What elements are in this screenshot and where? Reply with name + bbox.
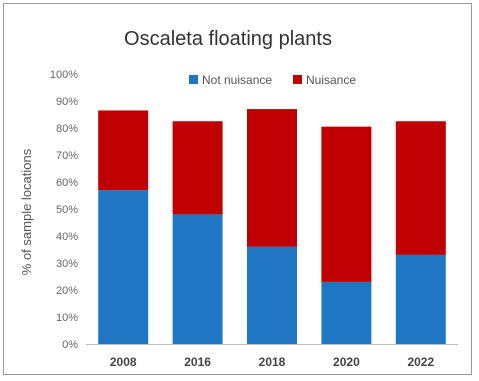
y-tick-label: 100% — [50, 69, 78, 81]
legend-label: Nuisance — [306, 73, 356, 87]
y-tick-label: 10% — [56, 312, 78, 324]
bar-nuisance-2008 — [98, 110, 149, 191]
y-tick-label: 50% — [56, 204, 78, 216]
x-tick-label: 2016 — [184, 355, 211, 369]
chart-svg: Oscaleta floating plants % of sample loc… — [19, 28, 458, 369]
x-tick-label: 2020 — [333, 355, 360, 369]
y-tick-label: 20% — [56, 285, 78, 297]
legend-swatch — [293, 75, 302, 84]
x-tick-label: 2008 — [110, 355, 137, 369]
chart-title: Oscaleta floating plants — [124, 28, 332, 50]
bar-nuisance-2018 — [247, 109, 297, 247]
y-axis-ticks: 0% 10% 20% 30% 40% 50% 60% 70% 80% 90% 100% — [50, 69, 78, 351]
y-tick-label: 70% — [56, 150, 78, 162]
y-tick-label: 90% — [56, 96, 78, 108]
bar-not-nuisance-2018 — [247, 246, 297, 344]
bar-nuisance-2020 — [321, 126, 372, 282]
bars — [98, 109, 446, 344]
y-tick-label: 40% — [56, 231, 78, 243]
bar-not-nuisance-2022 — [395, 254, 446, 344]
bar-not-nuisance-2020 — [321, 281, 372, 344]
y-tick-label: 30% — [56, 258, 78, 270]
legend-label: Not nuisance — [202, 73, 272, 87]
legend-swatch — [189, 75, 198, 84]
y-tick-label: 80% — [56, 123, 78, 135]
bar-nuisance-2016 — [172, 121, 223, 215]
y-axis-label: % of sample locations — [19, 148, 34, 275]
chart-frame: Oscaleta floating plants % of sample loc… — [3, 3, 472, 375]
x-axis-ticks: 2008 2016 2018 2020 2022 — [110, 355, 435, 369]
y-tick-label: 0% — [62, 339, 78, 351]
x-tick-label: 2018 — [259, 355, 286, 369]
x-tick-label: 2022 — [407, 355, 434, 369]
bar-not-nuisance-2008 — [98, 190, 149, 344]
y-tick-label: 60% — [56, 177, 78, 189]
bar-nuisance-2022 — [395, 121, 446, 255]
legend: Not nuisance Nuisance — [189, 73, 356, 87]
bar-not-nuisance-2016 — [172, 214, 223, 344]
